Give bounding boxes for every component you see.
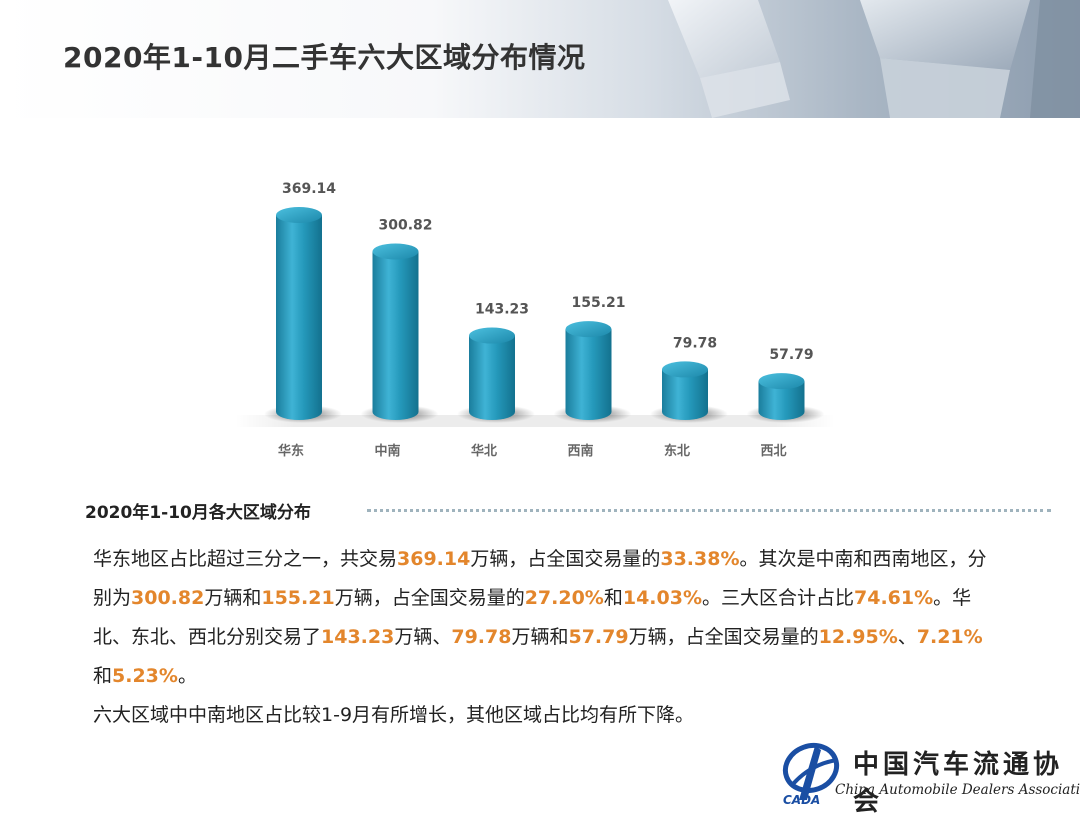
bar-body (662, 369, 708, 420)
text-run: 。三大区合计占比 (702, 587, 855, 609)
highlight-value: 33.38% (660, 548, 740, 570)
text-run: 。 (177, 665, 197, 687)
highlight-value: 155.21 (261, 587, 335, 609)
bar-cap (758, 373, 805, 390)
bar-华东: 369.14 华东 (264, 181, 342, 459)
highlight-value: 12.95% (818, 626, 898, 648)
data-label: 369.14 (282, 181, 336, 197)
highlight-value: 79.78 (451, 626, 512, 648)
highlight-value: 57.79 (568, 626, 629, 648)
summary-text: 华东地区占比超过三分之一，共交易369.14万辆，占全国交易量的33.38%。其… (93, 540, 993, 735)
category-label: 中南 (374, 443, 400, 459)
svg-text:CADA: CADA (783, 793, 820, 806)
logo-name-en: China Automobile Dealers Association (835, 782, 1080, 798)
highlight-value: 5.23% (112, 665, 178, 687)
bar-华北: 143.23 华北 (457, 302, 535, 459)
summary-paragraph-1: 华东地区占比超过三分之一，共交易369.14万辆，占全国交易量的33.38%。其… (93, 540, 993, 696)
category-label: 华北 (471, 443, 497, 459)
bar-cap (469, 327, 515, 344)
bar-chart: 369.14 华东 300.82 中南 143.23 华北 155.21 西南 79.78 东北 5… (235, 181, 835, 459)
page-title: 2020年1-10月二手车六大区域分布情况 (63, 41, 586, 74)
text-run: 。华北、东北、西北分别交易了 (93, 587, 972, 648)
text-run: 和 (603, 587, 623, 609)
category-label: 东北 (664, 443, 690, 459)
cada-emblem-icon: CADA (782, 742, 840, 806)
text-run: 、 (897, 626, 917, 648)
text-run: 万辆，占全国交易量的 (334, 587, 525, 609)
category-label: 西南 (567, 443, 593, 459)
bar-cap (372, 243, 419, 260)
highlight-value: 74.61% (854, 587, 934, 609)
text-run: 华东地区占比超过三分之一，共交易 (93, 548, 398, 570)
highlight-value: 143.23 (321, 626, 395, 648)
section-header: 2020年1-10月各大区域分布 (85, 496, 1051, 524)
bar-东北: 79.78 东北 (650, 335, 728, 459)
decorative-cubes (668, 0, 1080, 118)
text-run: 和 (93, 665, 113, 687)
category-label: 华东 (278, 443, 304, 459)
highlight-value: 14.03% (622, 587, 702, 609)
cada-logo: CADA 中国汽车流通协会 China Automobile Dealers A… (775, 740, 1080, 817)
highlight-value: 369.14 (397, 548, 471, 570)
data-label: 57.79 (769, 347, 813, 363)
bar-西南: 155.21 西南 (553, 295, 632, 459)
summary-paragraph-2: 六大区域中中南地区占比较1-9月有所增长，其他区域占比均有所下降。 (93, 704, 695, 726)
highlight-value: 7.21% (916, 626, 983, 648)
bar-body (469, 335, 515, 420)
bar-西北: 57.79 西北 (746, 347, 825, 459)
section-title: 2020年1-10月各大区域分布 (85, 503, 311, 523)
category-label: 西北 (760, 444, 786, 459)
bar-cap (662, 361, 708, 378)
highlight-value: 27.20% (524, 587, 604, 609)
highlight-value: 300.82 (131, 587, 205, 609)
bar-body (372, 251, 419, 420)
data-label: 79.78 (673, 335, 717, 351)
text-run: 万辆、 (394, 626, 452, 648)
text-run: 万辆，占全国交易量的 (628, 626, 819, 648)
bar-body (276, 215, 322, 420)
logo-name-cn: 中国汽车流通协会 (853, 750, 1064, 817)
header-banner: 2020年1-10月二手车六大区域分布情况 (0, 0, 1080, 118)
bar-cap (276, 207, 322, 223)
data-label: 143.23 (475, 302, 529, 318)
bar-cap (565, 321, 612, 338)
data-label: 300.82 (378, 217, 432, 233)
bar-body (565, 329, 612, 420)
text-run: 。其次是中南和西南地区，分别为 (93, 548, 987, 609)
bar-中南: 300.82 中南 (360, 217, 439, 459)
dotted-divider (367, 509, 1051, 512)
bar-body (758, 381, 805, 420)
text-run: 万辆和 (204, 587, 262, 609)
text-run: 万辆和 (511, 626, 569, 648)
text-run: 万辆，占全国交易量的 (470, 548, 661, 570)
data-label: 155.21 (571, 295, 625, 311)
